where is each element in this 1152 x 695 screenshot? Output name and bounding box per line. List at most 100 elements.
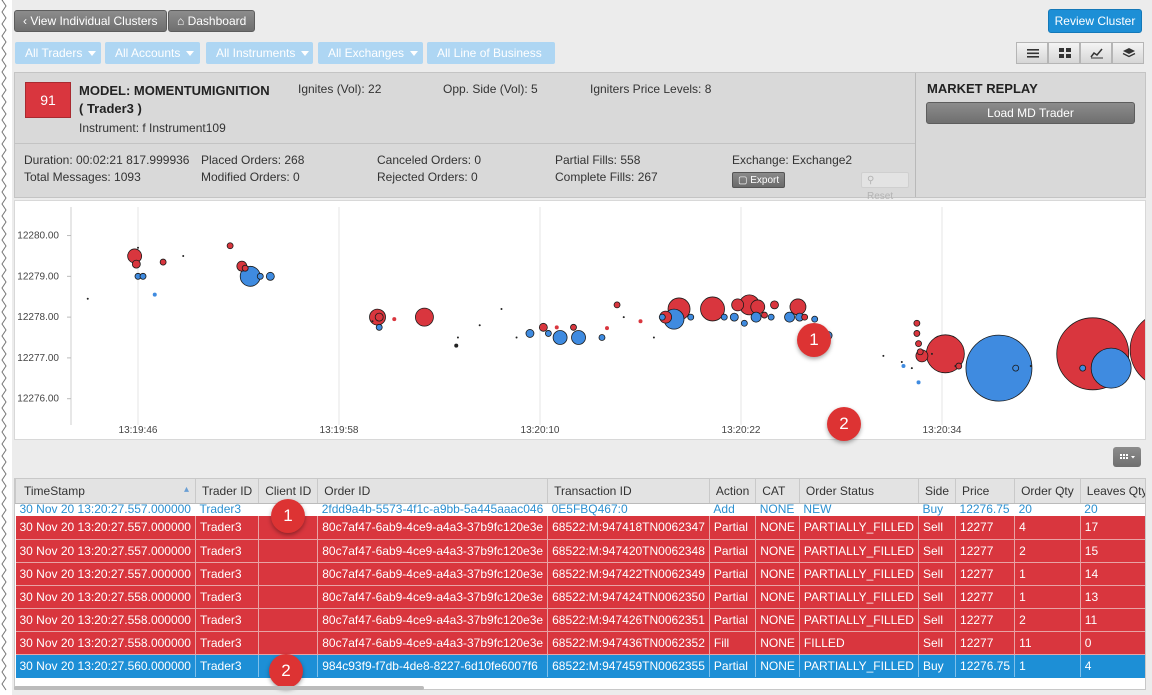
table-row[interactable]: 30 Nov 20 13:20:27.557.000000 Trader3 80c7… [15, 516, 1145, 540]
table-row[interactable]: 30 Nov 20 13:20:27.558.000000 Trader3 80c7… [15, 631, 1145, 655]
column-header[interactable]: Side [918, 479, 957, 504]
scatter-point[interactable] [687, 313, 695, 321]
scatter-point[interactable] [720, 313, 728, 321]
expand-row-cell[interactable] [15, 585, 16, 608]
column-header[interactable]: Order ID [317, 479, 549, 504]
view-individual-clusters-button[interactable]: ‹ View Individual Clusters [14, 10, 167, 32]
scatter-point[interactable] [761, 311, 768, 319]
chart-view-button[interactable] [1080, 42, 1112, 64]
column-chooser-button[interactable] [1113, 447, 1141, 467]
scatter-point[interactable] [930, 352, 933, 355]
scatter-point[interactable] [226, 242, 234, 250]
scatter-point[interactable] [750, 299, 766, 315]
filter-accounts[interactable]: All Accounts [105, 42, 200, 64]
scatter-point[interactable] [554, 325, 559, 330]
scatter-point[interactable] [915, 340, 922, 348]
scatter-point[interactable] [570, 323, 577, 331]
scatter-point[interactable] [374, 312, 384, 322]
layers-view-button[interactable] [1112, 42, 1144, 64]
scatter-point[interactable] [544, 330, 552, 337]
scatter-point[interactable] [750, 311, 762, 323]
scatter-point[interactable] [731, 298, 745, 312]
scatter-point[interactable] [515, 336, 518, 339]
grid-view-button[interactable] [1048, 42, 1080, 64]
scatter-point[interactable] [371, 320, 374, 323]
table-row[interactable]: 30 Nov 20 13:20:27.557.000000 Trader3 80c7… [15, 539, 1145, 563]
scatter-point[interactable] [139, 272, 147, 280]
scatter-point[interactable] [392, 317, 397, 322]
scatter-point[interactable] [500, 307, 503, 310]
review-cluster-button[interactable]: Review Cluster [1048, 9, 1142, 33]
scatter-point[interactable] [131, 259, 141, 269]
column-header[interactable]: Action [709, 479, 757, 504]
scatter-point[interactable] [910, 367, 913, 370]
scatter-point[interactable] [159, 258, 167, 266]
scatter-point[interactable] [525, 329, 535, 338]
scatter-point[interactable] [241, 264, 249, 272]
column-header[interactable]: CAT [755, 479, 800, 504]
scatter-point[interactable] [605, 326, 609, 331]
filter-instruments[interactable]: All Instruments [206, 42, 313, 64]
scatter-point[interactable] [152, 292, 157, 297]
scatter-point[interactable] [454, 343, 459, 348]
scatter-point[interactable] [1090, 347, 1132, 389]
scatter-point[interactable] [954, 365, 957, 368]
scatter-point[interactable] [415, 307, 434, 327]
scatter-point[interactable] [1012, 364, 1020, 372]
scatter-point[interactable] [1129, 312, 1152, 388]
table-row[interactable]: 30 Nov 20 13:20:27.558.000000 Trader3 80c7… [15, 608, 1145, 632]
table-row[interactable]: 30 Nov 20 13:20:27.560.000000 Trader3 984c… [15, 654, 1145, 678]
scatter-point[interactable] [478, 324, 481, 327]
scatter-point[interactable] [882, 354, 885, 357]
scatter-point[interactable] [137, 246, 139, 249]
scatter-point[interactable] [598, 334, 606, 341]
filter-exchanges[interactable]: All Exchanges [318, 42, 423, 64]
scatter-point[interactable] [901, 364, 906, 369]
scatter-point[interactable] [86, 297, 89, 300]
column-header[interactable]: Order Status [799, 479, 919, 504]
column-header[interactable]: Price [955, 479, 1016, 504]
scatter-point[interactable] [729, 312, 739, 322]
column-header[interactable]: TimeStamp ▴ [15, 479, 196, 504]
list-view-button[interactable] [1016, 42, 1048, 64]
scatter-point[interactable] [784, 311, 795, 323]
scatter-point[interactable] [652, 336, 655, 339]
table-row[interactable]: 30 Nov 20 13:20:27.558.000000 Trader3 80c7… [15, 585, 1145, 609]
scatter-point[interactable] [801, 313, 809, 321]
scatter-point[interactable] [916, 348, 924, 356]
expand-row-cell[interactable] [15, 562, 16, 585]
scatter-point[interactable] [571, 330, 586, 345]
scatter-point[interactable] [658, 313, 666, 321]
table-row[interactable]: 30 Nov 20 13:20:27.557.000000 Trader3 2fdd… [15, 503, 1145, 516]
scatter-point[interactable] [638, 319, 643, 324]
expand-row-cell[interactable] [15, 516, 16, 539]
scatter-point[interactable] [770, 300, 779, 310]
scatter-point[interactable] [256, 272, 264, 280]
scatter-point[interactable] [375, 323, 383, 331]
scatter-point[interactable] [913, 330, 921, 337]
scatter-point[interactable] [700, 296, 725, 322]
scatter-point[interactable] [965, 334, 1033, 402]
expand-row-cell[interactable] [15, 608, 16, 631]
filter-traders[interactable]: All Traders [15, 42, 101, 64]
export-button[interactable]: ▢ Export [732, 172, 786, 188]
scatter-point[interactable] [955, 362, 963, 370]
expand-row-cell[interactable] [15, 503, 16, 516]
scatter-point[interactable] [265, 271, 275, 281]
column-header[interactable]: Leaves Qty [1080, 479, 1145, 504]
column-header[interactable]: Transaction ID [547, 479, 710, 504]
table-row[interactable]: 30 Nov 20 13:20:27.557.000000 Trader3 80c7… [15, 562, 1145, 586]
scatter-point[interactable] [538, 322, 548, 332]
scatter-point[interactable] [767, 313, 775, 321]
horizontal-scrollbar[interactable] [14, 686, 424, 690]
scatter-point[interactable] [900, 360, 903, 363]
expand-row-cell[interactable] [15, 539, 16, 562]
scatter-point[interactable] [622, 316, 625, 319]
filter-line-of-business[interactable]: All Line of Business [427, 42, 555, 79]
load-md-trader-button[interactable]: Load MD Trader [926, 102, 1135, 124]
scatter-point[interactable] [740, 319, 748, 327]
scatter-point[interactable] [811, 315, 819, 323]
scatter-point[interactable] [552, 330, 568, 345]
reset-button[interactable]: ⚲ Reset [861, 172, 909, 202]
scatter-point[interactable] [916, 380, 921, 385]
